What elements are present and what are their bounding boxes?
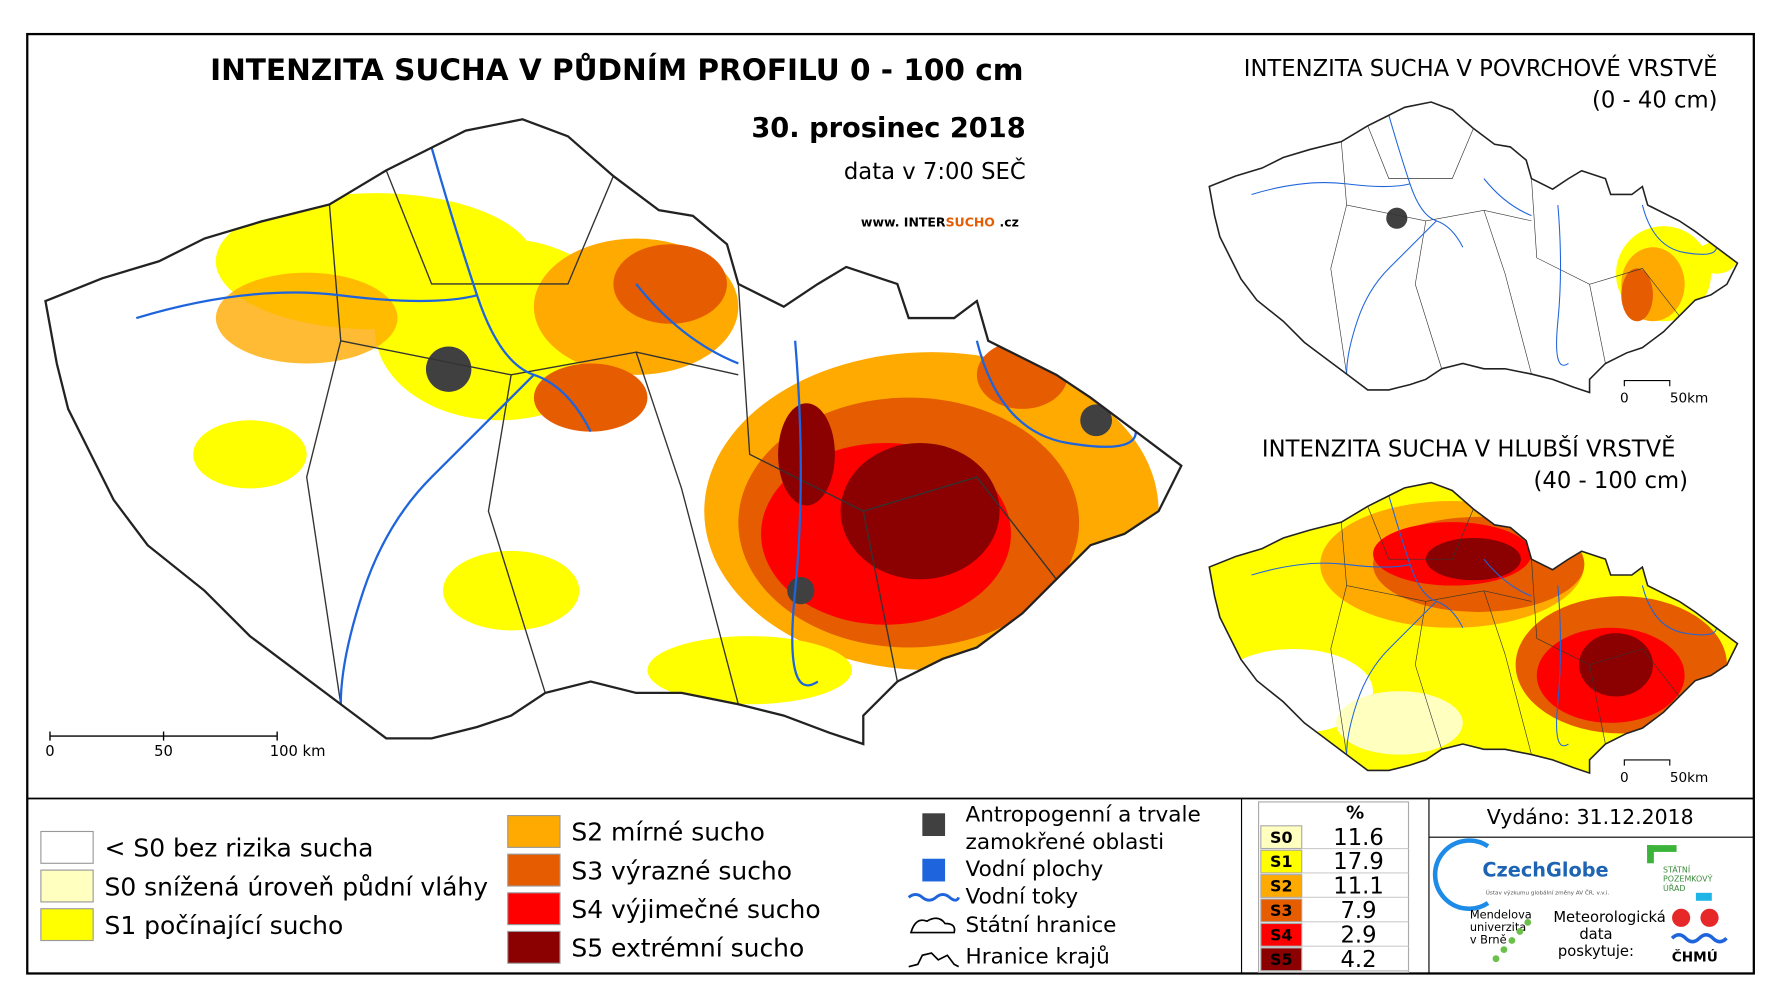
legend-label: Vodní toky (966, 884, 1079, 909)
legend-label: Antropogenní a trvale (966, 803, 1201, 828)
scale-label: 0 (1620, 391, 1629, 407)
legend-label: Státní hranice (966, 913, 1117, 938)
table-border (1258, 801, 1410, 973)
table-code: S0 (1270, 828, 1293, 847)
inset-subtitle: (0 - 40 cm) (1592, 88, 1718, 114)
legend-label: S3 výrazné sucho (571, 856, 792, 885)
table-code-cell (1260, 922, 1303, 947)
legend-label: zamokřené oblasti (966, 830, 1165, 855)
legend-symbol (909, 917, 956, 934)
scale-label: 0 (45, 743, 54, 760)
legend-swatch (40, 908, 94, 942)
legend-label: S4 výjimečné sucho (571, 895, 820, 924)
table-header: % (1346, 802, 1364, 823)
legend-label: S0 snížená úroveň půdní vláhy (105, 872, 489, 901)
logos: CzechGlobe Ústav výzkumu globální změny … (1432, 838, 1728, 966)
legend-swatch (507, 930, 561, 964)
website: www. INTERSUCHO .cz (861, 214, 1019, 229)
table-code-cell (1260, 849, 1303, 874)
legend-swatch (507, 815, 561, 848)
table-value: 11.6 (1333, 825, 1384, 851)
logo-text: univerzita (1470, 920, 1526, 934)
logo-text: ÚŘAD (1663, 882, 1686, 893)
table-code-cell (1260, 825, 1303, 850)
scale-label: 0 (1620, 770, 1629, 786)
legend-label: S5 extrémní sucho (571, 934, 804, 963)
table-code-cell (1260, 874, 1303, 898)
table-value: 17.9 (1333, 849, 1384, 875)
logo-text: Ústav výzkumu globální změny AV ČR, v.v.… (1486, 889, 1610, 896)
legend-label: < S0 bez rizika sucha (105, 834, 374, 863)
legend-swatch (507, 892, 561, 926)
legend-swatch (40, 869, 94, 903)
scale-label: 100 km (270, 743, 326, 760)
table-code: S5 (1270, 950, 1293, 969)
legend-label: Hranice krajů (966, 945, 1110, 970)
data-time: data v 7:00 SEČ (844, 157, 1026, 185)
table-code: S1 (1270, 852, 1293, 871)
inset-title: INTENZITA SUCHA V POVRCHOVÉ VRSTVĚ (1244, 54, 1718, 82)
scale-label: 50 (154, 743, 173, 760)
table-code: S4 (1270, 925, 1293, 944)
logo-text: Meteorologická (1553, 909, 1665, 926)
logo-text: poskytuje: (1558, 943, 1634, 960)
logo-text: CzechGlobe (1482, 859, 1608, 882)
table-code: S2 (1270, 877, 1293, 896)
inset-title: INTENZITA SUCHA V HLUBŠÍ VRSTVĚ (1262, 434, 1676, 462)
table-code: S3 (1270, 901, 1293, 920)
scale-bar (1623, 759, 1671, 766)
legend-symbol (907, 893, 961, 902)
legend-label: Vodní plochy (966, 857, 1104, 882)
scale-label: 50km (1670, 770, 1709, 786)
logo-text: Mendelova (1470, 908, 1532, 922)
logo-text: v Brně (1470, 933, 1507, 947)
stats-table: % S0 11.6 S1 17.9 S2 11.1 S3 7.9 S4 2.9 S5 4.2 (1258, 801, 1410, 973)
table-value: 11.1 (1333, 874, 1384, 900)
logo-text: ČHMÚ (1672, 948, 1718, 966)
logo-text: POZEMKOVÝ (1663, 873, 1713, 884)
legend-symbol (908, 952, 960, 968)
logo-text: STÁTNÍ (1663, 864, 1691, 875)
issued: Vydáno: 31.12.2018 (1487, 805, 1694, 829)
legend-symbol (922, 858, 946, 882)
table-code-cell (1260, 898, 1303, 923)
table-value: 2.9 (1340, 922, 1376, 948)
table-value: 7.9 (1340, 898, 1376, 924)
table-code-cell (1260, 947, 1303, 972)
legend-label: S1 počínající sucho (105, 911, 344, 940)
legend-label: S2 mírné sucho (571, 818, 765, 847)
legend-swatch (507, 853, 561, 887)
table-value: 4.2 (1340, 947, 1376, 973)
scale-bar (1623, 379, 1671, 387)
legend: < S0 bez rizika sucha S0 snížená úroveň p… (40, 803, 1201, 970)
legend-swatch (40, 830, 94, 864)
main-title: INTENZITA SUCHA V PŮDNÍM PROFILU 0 - 100… (210, 51, 1023, 87)
date: 30. prosinec 2018 (751, 113, 1025, 144)
main-map (44, 118, 1183, 746)
scale-label: 50km (1670, 391, 1709, 407)
inset-subtitle: (40 - 100 cm) (1534, 468, 1688, 494)
inset-top-map (1208, 101, 1739, 394)
logo-text: data (1579, 926, 1612, 943)
legend-symbol (922, 813, 946, 837)
